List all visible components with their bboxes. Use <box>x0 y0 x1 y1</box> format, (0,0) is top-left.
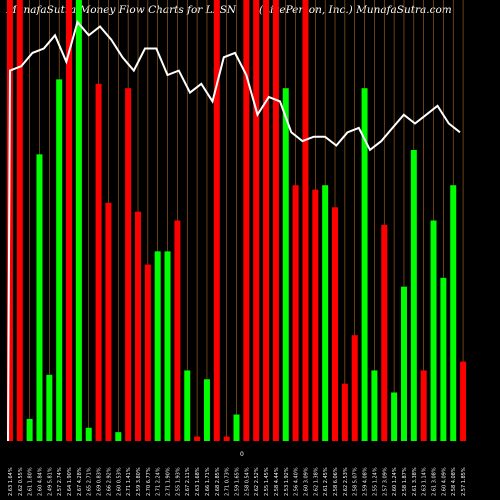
x-tick-label: 2.57 3.09% <box>382 467 388 496</box>
x-tick-label: 2.60 4.09% <box>441 467 447 496</box>
x-tick-label: 2.59 3.80% <box>136 467 142 496</box>
bar <box>391 392 398 441</box>
x-tick-label: 2.60 4.84% <box>37 467 43 496</box>
bar <box>213 0 220 441</box>
x-tick-label: 2.63 1.64% <box>8 467 14 496</box>
x-tick-label: 2.62 1.38% <box>313 467 319 496</box>
bar <box>164 251 171 441</box>
bar <box>440 277 447 441</box>
bar <box>75 0 82 441</box>
x-tick-label: 2.57 2.74% <box>57 467 63 496</box>
bar <box>134 211 141 441</box>
bar <box>223 436 230 441</box>
x-tick-label: 2.69 0.83% <box>97 467 103 496</box>
bar <box>105 202 112 441</box>
bar <box>184 370 191 441</box>
bar <box>302 0 309 441</box>
x-tick-label: 2.66 2.92% <box>106 467 112 496</box>
x-tick-label: 2.67 2.11% <box>185 467 191 496</box>
x-tick-label: 2.56 4.40% <box>294 467 300 496</box>
x-tick-label: 2.62 0.55% <box>18 467 24 496</box>
x-tick-label: 2.60 3.09% <box>303 467 309 496</box>
bar <box>16 0 23 441</box>
x-tick-label: 2.59 4.08% <box>363 467 369 496</box>
bar <box>400 286 407 441</box>
x-tick-label: 2.58 6.06% <box>333 467 339 496</box>
bar <box>381 224 388 441</box>
bar <box>312 189 319 441</box>
bar <box>154 251 161 441</box>
x-tick-label: 2.60 1.24% <box>392 467 398 496</box>
x-tick-label: 2.49 5.81% <box>47 467 53 496</box>
bar <box>460 361 467 441</box>
x-tick-label: 2.55 1.93% <box>175 467 181 496</box>
x-tick-label: 2.63 1.68% <box>195 467 201 496</box>
x-tick-label: 2.61 3.38% <box>412 467 418 496</box>
bar <box>322 185 329 441</box>
x-tick-label: 2.61 3.08% <box>432 467 438 496</box>
bar <box>95 83 102 441</box>
chart-title: MunafaSutra Money Flow Charts for LPSN <box>6 4 237 16</box>
bar <box>420 370 427 441</box>
x-tick-label: 2.71 0.73% <box>225 467 231 496</box>
x-tick-label: 2.70 6.77% <box>146 467 152 496</box>
bar <box>351 335 358 441</box>
x-tick-label: 2.57 1.85% <box>461 467 467 496</box>
bar <box>233 414 240 441</box>
bar <box>263 0 270 441</box>
bar <box>56 79 63 441</box>
bar <box>36 154 43 441</box>
x-tick-label: 2.60 0.53% <box>116 467 122 496</box>
x-tick-label: 2.58 0.54% <box>244 467 250 496</box>
bar <box>410 149 417 441</box>
bar <box>66 0 73 441</box>
bar <box>361 88 368 441</box>
bar <box>292 185 299 441</box>
bar <box>243 0 250 441</box>
bar <box>115 432 122 441</box>
zero-axis-label: 0 <box>240 451 244 458</box>
bar <box>125 88 132 441</box>
bar <box>194 436 201 441</box>
x-tick-label: 2.59 1.65% <box>235 467 241 496</box>
x-tick-label: 2.71 1.90% <box>166 467 172 496</box>
x-tick-label: 2.62 2.53% <box>343 467 349 496</box>
bar <box>430 220 437 441</box>
x-tick-labels: 2.63 1.64% 2.62 0.55% 2.61 1.80% 2.60 4.84%… <box>8 467 467 496</box>
x-tick-label: 2.55 1.24% <box>372 467 378 496</box>
bar <box>85 427 92 441</box>
x-tick-label: 2.66 1.71% <box>205 467 211 496</box>
x-tick-label: 2.67 4.28% <box>77 467 83 496</box>
bar <box>46 374 53 441</box>
bar <box>26 418 33 441</box>
bar <box>332 207 339 441</box>
x-tick-label: 2.53 1.92% <box>284 467 290 496</box>
x-tick-label: 2.65 2.71% <box>87 467 93 496</box>
bar <box>282 88 289 441</box>
x-tick-label: 2.58 1.87% <box>402 467 408 496</box>
x-tick-label: 2.63 1.14% <box>422 467 428 496</box>
x-tick-label: 2.71 1.41% <box>126 467 132 496</box>
bar <box>174 220 181 441</box>
bar <box>450 185 457 441</box>
x-tick-label: 2.61 1.80% <box>28 467 34 496</box>
x-tick-label: 2.58 5.07% <box>353 467 359 496</box>
x-tick-label: 2.58 4.08% <box>451 467 457 496</box>
bar <box>371 370 378 441</box>
x-tick-label: 2.68 2.85% <box>215 467 221 496</box>
bar <box>203 379 210 441</box>
x-tick-label: 2.55 1.45% <box>264 467 270 496</box>
bar <box>253 0 260 441</box>
bar <box>272 0 279 441</box>
bar <box>341 383 348 441</box>
x-tick-label: 2.64 1.90% <box>67 467 73 496</box>
x-tick-label: 2.61 2.45% <box>323 467 329 496</box>
price-line <box>7 20 461 442</box>
bar <box>144 264 151 441</box>
x-tick-label: 2.58 4.44% <box>274 467 280 496</box>
x-tick-label: 2.71 2.24% <box>156 467 162 496</box>
x-tick-label: 2.62 2.52% <box>254 467 260 496</box>
